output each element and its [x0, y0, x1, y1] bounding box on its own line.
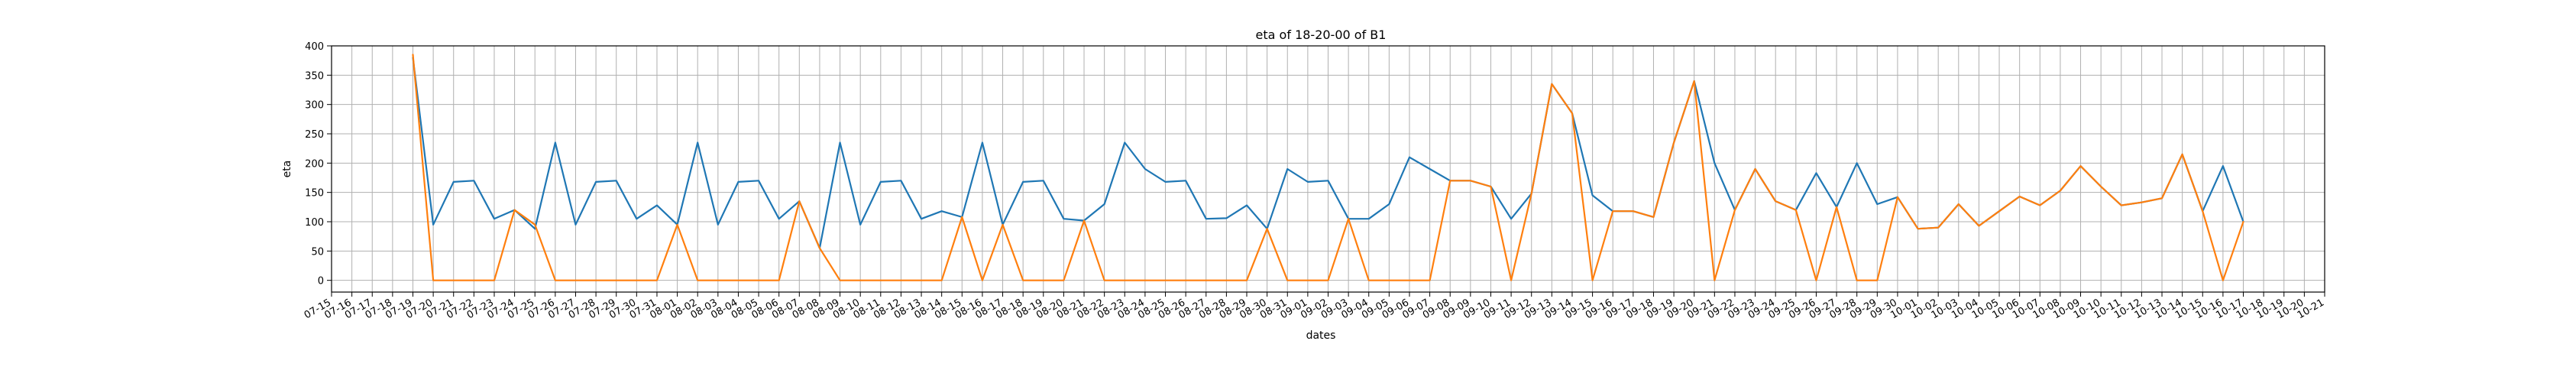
chart-title: eta of 18-20-00 of B1: [1256, 28, 1387, 42]
x-axis-label: dates: [1306, 330, 1336, 342]
y-tick-label: 400: [305, 41, 324, 53]
y-tick-label: 300: [305, 100, 324, 112]
y-axis: 0 50 100 150 200 250 300 350 400: [305, 41, 332, 287]
y-tick-label: 350: [305, 70, 324, 82]
y-tick-label: 50: [311, 246, 324, 258]
series-line-2: [412, 54, 2244, 281]
y-tick-label: 250: [305, 129, 324, 141]
y-tick-label: 0: [318, 276, 324, 287]
x-axis: 07-1507-1607-1707-1807-1907-2007-2107-22…: [303, 292, 2326, 321]
grid-lines: [331, 45, 2325, 292]
y-tick-label: 150: [305, 188, 324, 200]
y-tick-label: 100: [305, 217, 324, 229]
y-tick-label: 200: [305, 158, 324, 170]
series-lines: [412, 54, 2244, 281]
y-axis-label: eta: [281, 161, 293, 178]
